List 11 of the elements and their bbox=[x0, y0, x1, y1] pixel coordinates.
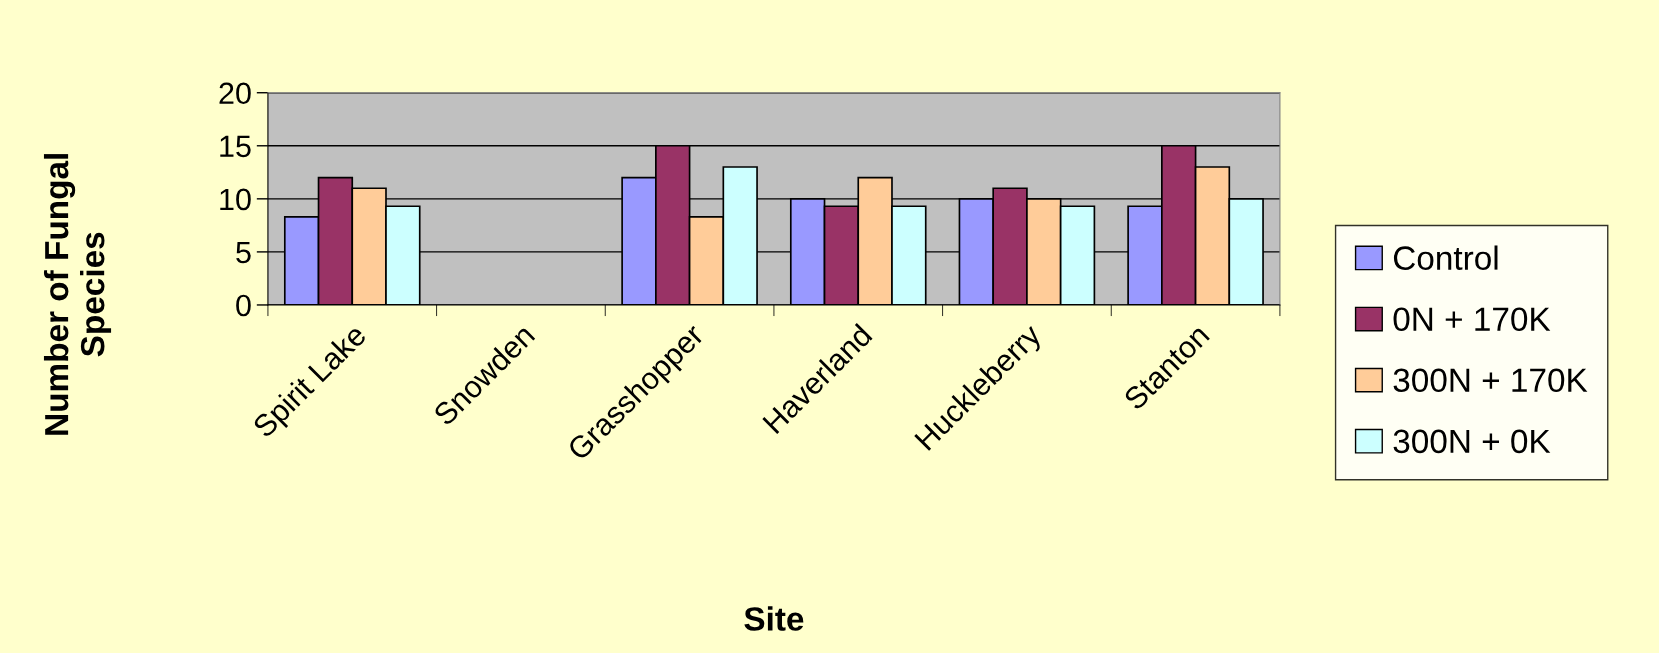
legend-label: 0N + 170K bbox=[1393, 307, 1551, 332]
x-axis-title: Site bbox=[744, 606, 804, 631]
legend-label: Control bbox=[1393, 245, 1498, 270]
y-tick-label: 10 bbox=[220, 188, 251, 211]
y-tick-label: 20 bbox=[219, 82, 251, 105]
y-axis-title: Number of Fungal Species bbox=[43, 154, 112, 435]
legend-label: 300N + 170K bbox=[1393, 368, 1588, 393]
legend-label: 300N + 0K bbox=[1393, 429, 1551, 454]
y-tick-label: 0 bbox=[236, 294, 251, 317]
y-tick-label: 15 bbox=[220, 135, 251, 158]
y-tick-label: 5 bbox=[236, 241, 251, 264]
